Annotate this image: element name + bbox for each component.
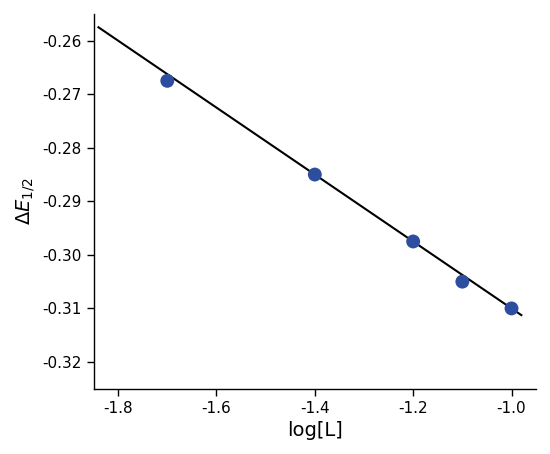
X-axis label: log[L]: log[L]	[287, 421, 343, 440]
Point	[409, 238, 417, 245]
Point	[310, 171, 319, 178]
Y-axis label: $\Delta E_{1/2}$: $\Delta E_{1/2}$	[14, 178, 37, 225]
Point	[507, 305, 516, 312]
Point	[163, 77, 172, 84]
Point	[458, 278, 467, 285]
